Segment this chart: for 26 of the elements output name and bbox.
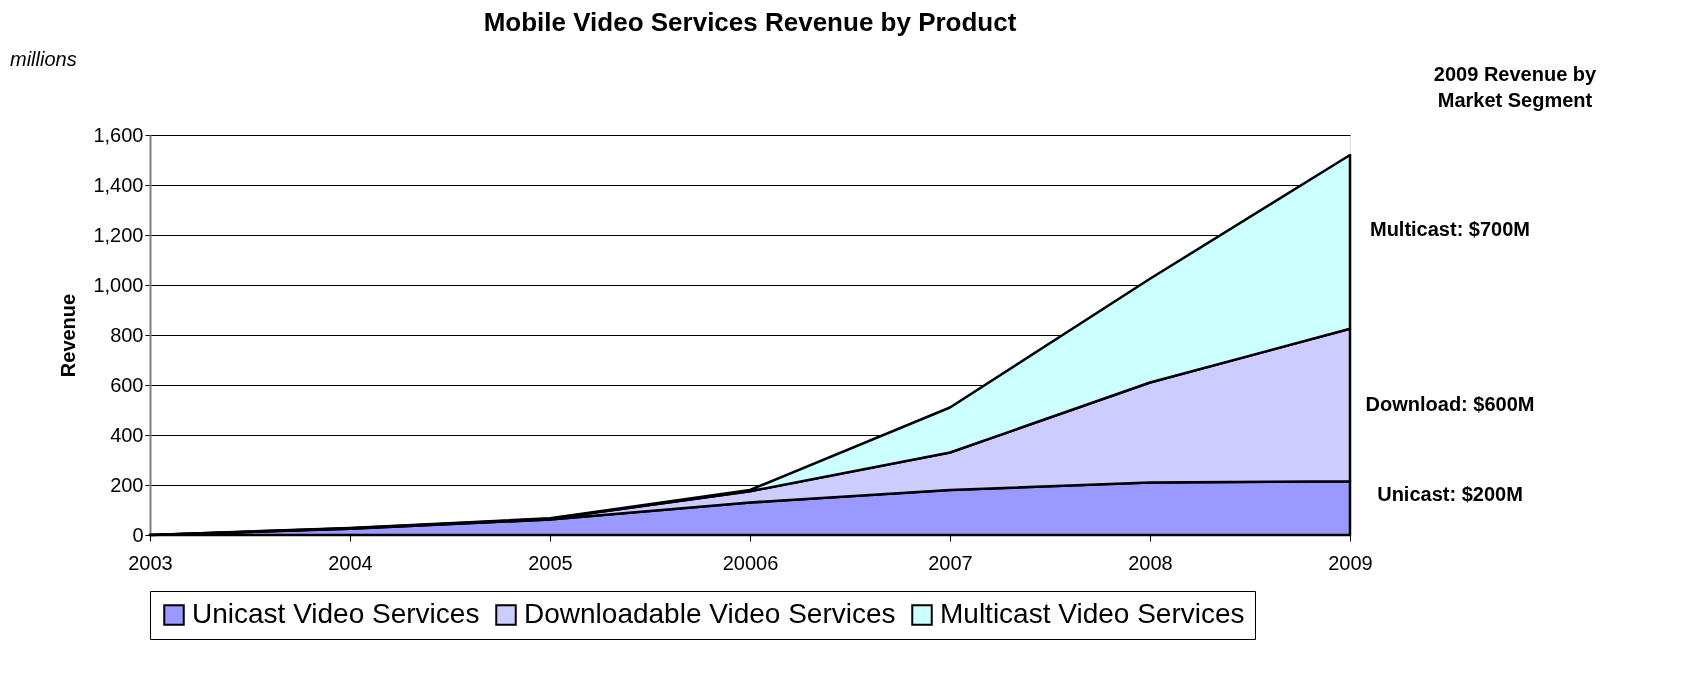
text: Unicast: $200M (1377, 483, 1523, 505)
x-tick-label: 2007 (928, 551, 973, 574)
y-tick-label: 0 (132, 523, 144, 546)
x-tick-label: 2005 (528, 551, 573, 574)
x-tick-label: 20006 (722, 551, 779, 574)
text: Multicast: $700M (1369, 218, 1531, 240)
y-tick-label: 400 (110, 423, 144, 446)
y-tick-label: 1,600 (93, 123, 144, 146)
x-tick-label: 2004 (328, 551, 373, 574)
legend-label: Multicast Video Services (940, 598, 1245, 629)
legend-label: Downloadable Video Services (524, 598, 896, 629)
y-tick-label: 200 (110, 473, 144, 496)
y-tick-label: 1,400 (93, 173, 144, 196)
y-tick-label: 800 (110, 323, 144, 346)
x-tick-label: 2008 (1128, 551, 1173, 574)
x-tick-label: 2003 (128, 551, 173, 574)
text: Download: $600M (1365, 393, 1535, 415)
text: 2009 Revenue by Market Segment (1433, 63, 1598, 111)
y-tick-label: 1,000 (93, 273, 144, 296)
y-tick-label: 600 (110, 373, 144, 396)
chart-title: Mobile Video Services Revenue by Product (483, 7, 1017, 37)
text: millions (10, 48, 77, 70)
x-tick-label: 2009 (1328, 551, 1373, 574)
y-axis-title: Revenue (57, 293, 80, 378)
legend-label: Unicast Video Services (192, 598, 480, 629)
y-tick-label: 1,200 (93, 223, 144, 246)
